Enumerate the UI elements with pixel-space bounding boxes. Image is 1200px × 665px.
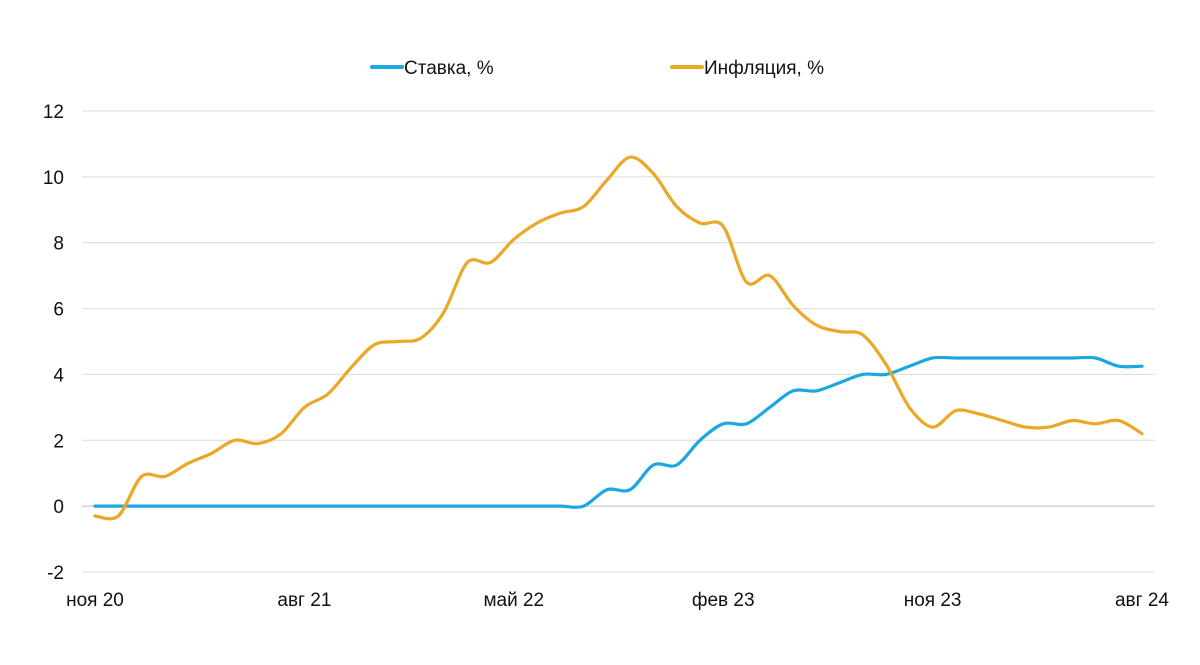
- legend-label: Инфляция, %: [704, 58, 824, 79]
- y-tick-label: 2: [53, 431, 64, 452]
- y-tick-label: 6: [53, 300, 64, 321]
- series-line-rate: [93, 355, 1144, 509]
- y-axis-ticks: 12 10 8 6 4 2 0 -2: [43, 102, 65, 584]
- y-tick-label: 8: [53, 234, 64, 255]
- legend: Ставка, % Инфляция, %: [370, 58, 824, 79]
- x-tick-label: ноя 23: [904, 590, 962, 611]
- y-tick-label: 4: [53, 365, 64, 386]
- series-line-inflation: [93, 155, 1144, 521]
- x-tick-label: ноя 20: [66, 590, 124, 611]
- y-tick-label: 10: [43, 168, 64, 189]
- legend-label: Ставка, %: [404, 58, 494, 79]
- x-tick-label: май 22: [483, 590, 544, 611]
- series-lines: [93, 155, 1144, 521]
- grid: [82, 110, 1155, 573]
- y-tick-label: 12: [43, 102, 64, 123]
- x-tick-label: авг 21: [277, 590, 331, 611]
- x-axis-ticks: ноя 20 авг 21 май 22 фев 23 ноя 23 авг 24: [66, 590, 1169, 611]
- x-tick-label: фев 23: [692, 590, 755, 611]
- x-tick-label: авг 24: [1115, 590, 1169, 611]
- y-tick-label: 0: [53, 497, 64, 518]
- y-tick-label: -2: [47, 563, 64, 584]
